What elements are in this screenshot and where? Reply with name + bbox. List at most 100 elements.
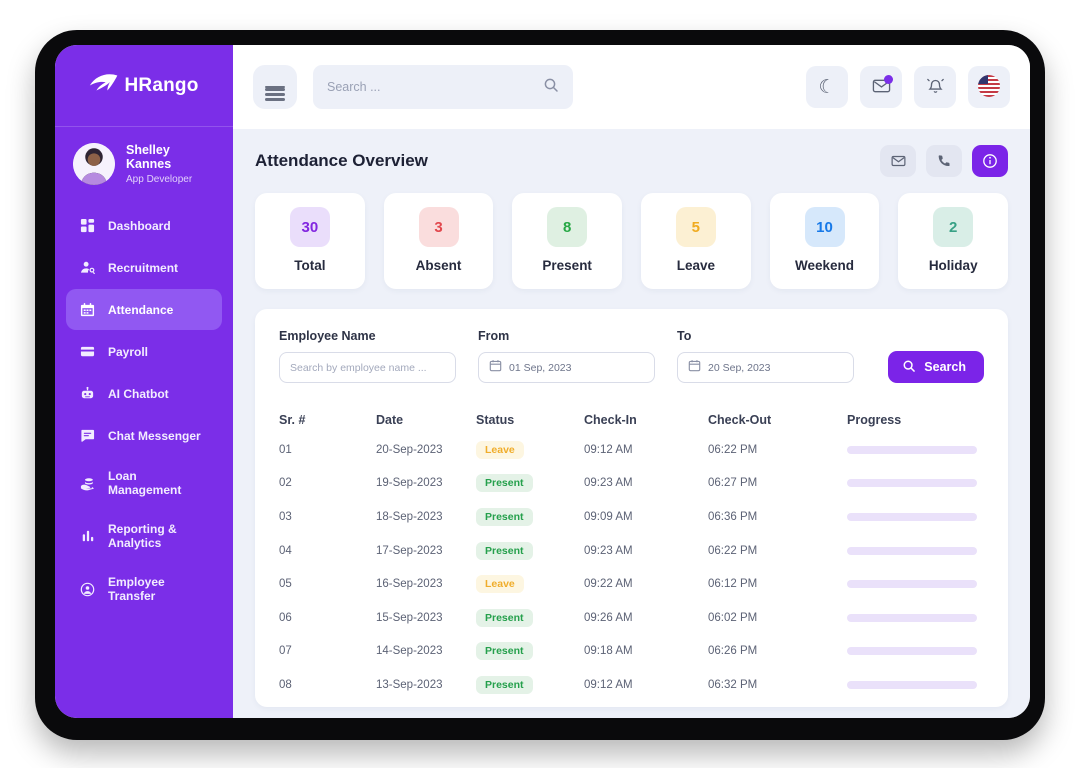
- page-title: Attendance Overview: [255, 151, 428, 170]
- sidebar-item-reporting-analytics[interactable]: Reporting & Analytics: [66, 510, 222, 562]
- table-row[interactable]: 07 14-Sep-2023 Present 09:18 AM 06:26 PM: [279, 635, 984, 669]
- sidebar-item-payroll[interactable]: Payroll: [66, 331, 222, 372]
- sidebar-nav: Dashboard Recruitment: [55, 197, 233, 624]
- stat-card-absent: 3 Absent: [383, 193, 494, 289]
- sidebar-item-employee-transfer[interactable]: Employee Transfer: [66, 563, 222, 615]
- global-search[interactable]: [313, 65, 573, 109]
- user-role: App Developer: [126, 174, 193, 185]
- table-row[interactable]: 04 17-Sep-2023 Present 09:23 AM 06:22 PM: [279, 534, 984, 568]
- sidebar-item-label: Reporting & Analytics: [108, 522, 177, 550]
- phone-button[interactable]: [926, 145, 962, 177]
- dark-mode-button[interactable]: ☾: [806, 66, 848, 108]
- hand-money-icon: [79, 475, 96, 492]
- stat-card-weekend: 10 Weekend: [769, 193, 880, 289]
- sidebar: HRango Shelley Kannes App Developer: [55, 45, 233, 718]
- to-date-input[interactable]: 20 Sep, 2023: [677, 352, 854, 383]
- stat-label: Present: [542, 258, 592, 273]
- from-date-value: 01 Sep, 2023: [509, 361, 572, 374]
- col-check-out: Check-Out: [708, 413, 772, 427]
- stat-value: 30: [289, 207, 330, 247]
- sidebar-item-label: Loan Management: [108, 469, 182, 497]
- sidebar-item-recruitment[interactable]: Recruitment: [66, 247, 222, 288]
- sidebar-item-dashboard[interactable]: Dashboard: [66, 205, 222, 246]
- table-row[interactable]: 06 15-Sep-2023 Present 09:26 AM 06:02 PM: [279, 601, 984, 635]
- stat-card-present: 8 Present: [512, 193, 623, 289]
- search-button[interactable]: Search: [888, 351, 984, 383]
- sidebar-item-label: Recruitment: [108, 260, 179, 275]
- status-badge: Present: [476, 642, 533, 661]
- device-frame: HRango Shelley Kannes App Developer: [35, 30, 1045, 740]
- messages-button[interactable]: [860, 66, 902, 108]
- brand-logo: HRango: [55, 45, 233, 127]
- progress-bar: [847, 512, 977, 521]
- stat-value: 2: [933, 207, 974, 247]
- person-circle-icon: [79, 581, 96, 598]
- calendar-icon: [489, 359, 502, 377]
- stat-value: 10: [804, 207, 845, 247]
- sidebar-item-label: Attendance: [108, 302, 174, 317]
- progress-bar: [847, 613, 977, 622]
- language-button[interactable]: [968, 66, 1010, 108]
- info-button[interactable]: [972, 145, 1008, 177]
- menu-toggle-button[interactable]: [253, 65, 297, 109]
- stat-label: Absent: [415, 258, 462, 273]
- app-window: HRango Shelley Kannes App Developer: [55, 45, 1030, 718]
- bell-icon: [926, 77, 945, 98]
- status-badge: Leave: [476, 440, 524, 459]
- status-badge: Present: [476, 474, 533, 493]
- sidebar-item-attendance[interactable]: Attendance: [66, 289, 222, 330]
- us-flag-icon: [977, 74, 1001, 101]
- credit-card-icon: [79, 343, 96, 360]
- stat-value: 5: [675, 207, 716, 247]
- unread-badge: [884, 75, 893, 84]
- employee-name-label: Employee Name: [279, 329, 376, 343]
- progress-bar: [847, 546, 977, 555]
- table-row[interactable]: 01 20-Sep-2023 Leave 09:12 AM 06:22 PM: [279, 433, 984, 467]
- status-badge: Leave: [476, 575, 524, 594]
- sidebar-item-chat-messenger[interactable]: Chat Messenger: [66, 415, 222, 456]
- status-badge: Present: [476, 675, 533, 694]
- search-button-label: Search: [924, 360, 966, 374]
- progress-bar: [847, 647, 977, 656]
- sidebar-item-label: Employee Transfer: [108, 575, 165, 603]
- header-actions: [880, 145, 1008, 177]
- table-row[interactable]: 05 16-Sep-2023 Leave 09:22 AM 06:12 PM: [279, 567, 984, 601]
- mail-button[interactable]: [880, 145, 916, 177]
- stat-label: Total: [294, 258, 326, 273]
- from-date-filter: From 01 Sep, 2023: [478, 329, 655, 383]
- calendar-icon: [79, 301, 96, 318]
- main-area: ☾: [233, 45, 1030, 718]
- attendance-table-card: Employee Name From: [255, 309, 1008, 707]
- page-content: Attendance Overview: [233, 129, 1030, 718]
- sidebar-item-loan-management[interactable]: Loan Management: [66, 457, 222, 509]
- robot-icon: [79, 385, 96, 402]
- stat-card-leave: 5 Leave: [641, 193, 751, 289]
- user-profile[interactable]: Shelley Kannes App Developer: [55, 127, 233, 197]
- search-input[interactable]: [327, 80, 533, 94]
- stat-label: Weekend: [795, 258, 855, 273]
- from-date-input[interactable]: 01 Sep, 2023: [478, 352, 655, 383]
- to-date-filter: To 20 Sep, 2023: [677, 329, 854, 383]
- avatar: [73, 143, 115, 185]
- col-date: Date: [376, 413, 404, 427]
- status-badge: Present: [476, 507, 533, 526]
- sidebar-item-label: Dashboard: [108, 218, 171, 233]
- employee-name-input[interactable]: [290, 361, 445, 374]
- sidebar-item-label: Payroll: [108, 344, 149, 359]
- user-name: Shelley Kannes: [126, 143, 172, 171]
- stat-value: 8: [547, 207, 588, 247]
- progress-bar: [847, 479, 977, 488]
- employee-name-filter: Employee Name: [279, 329, 456, 383]
- to-date-value: 20 Sep, 2023: [708, 361, 771, 374]
- col-sr: Sr. #: [279, 413, 306, 427]
- sidebar-item-ai-chatbot[interactable]: AI Chatbot: [66, 373, 222, 414]
- table-row[interactable]: 08 13-Sep-2023 Present 09:12 AM 06:32 PM: [279, 668, 984, 702]
- stat-card-total: 30 Total: [255, 193, 365, 289]
- notifications-button[interactable]: [914, 66, 956, 108]
- table-row[interactable]: 02 19-Sep-2023 Present 09:23 AM 06:27 PM: [279, 467, 984, 501]
- status-badge: Present: [476, 541, 533, 560]
- calendar-icon: [688, 359, 701, 377]
- table-row[interactable]: 03 18-Sep-2023 Present 09:09 AM 06:36 PM: [279, 500, 984, 534]
- progress-bar: [847, 445, 977, 454]
- stat-label: Holiday: [928, 258, 978, 273]
